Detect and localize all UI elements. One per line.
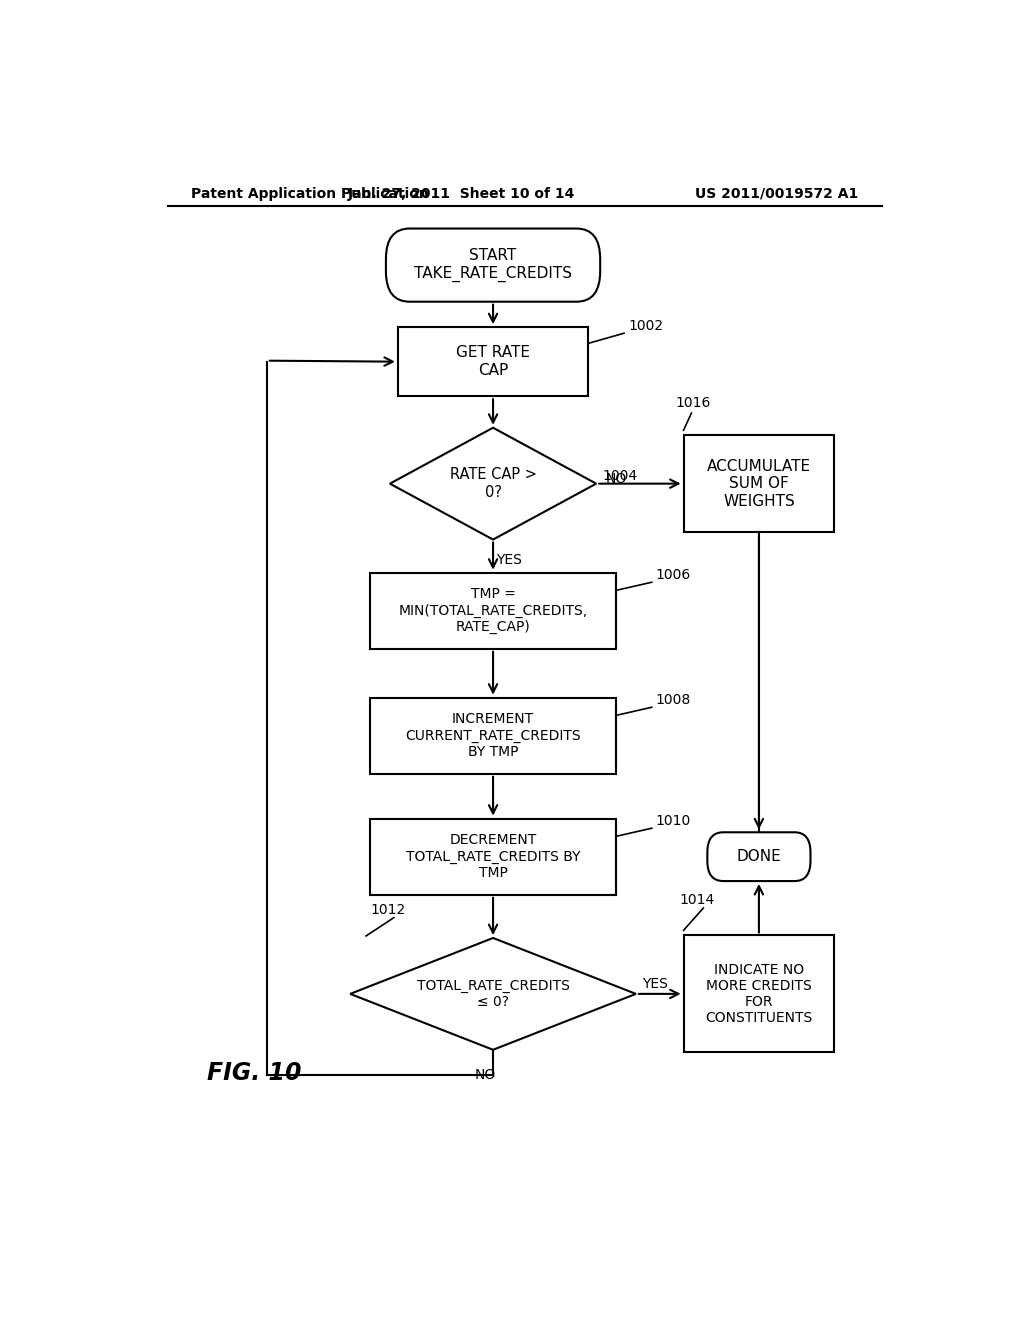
Text: 1014: 1014 (680, 892, 715, 907)
Text: 1002: 1002 (628, 319, 664, 333)
Text: DONE: DONE (736, 849, 781, 865)
Text: 1016: 1016 (676, 396, 711, 411)
Bar (684, 436, 835, 532)
Text: TMP =
MIN(TOTAL_RATE_CREDITS,
RATE_CAP): TMP = MIN(TOTAL_RATE_CREDITS, RATE_CAP) (398, 587, 588, 634)
FancyBboxPatch shape (708, 833, 811, 880)
Bar (397, 327, 588, 396)
Text: YES: YES (642, 977, 668, 991)
Text: DECREMENT
TOTAL_RATE_CREDITS BY
TMP: DECREMENT TOTAL_RATE_CREDITS BY TMP (406, 833, 581, 880)
Text: NO: NO (474, 1068, 496, 1082)
Text: INCREMENT
CURRENT_RATE_CREDITS
BY TMP: INCREMENT CURRENT_RATE_CREDITS BY TMP (406, 713, 581, 759)
Bar (370, 818, 616, 895)
Text: 1012: 1012 (370, 903, 406, 916)
Text: ACCUMULATE
SUM OF
WEIGHTS: ACCUMULATE SUM OF WEIGHTS (707, 459, 811, 508)
Text: INDICATE NO
MORE CREDITS
FOR
CONSTITUENTS: INDICATE NO MORE CREDITS FOR CONSTITUENT… (706, 962, 812, 1026)
Bar (684, 936, 835, 1052)
Text: 1010: 1010 (655, 814, 691, 828)
Text: Jan. 27, 2011  Sheet 10 of 14: Jan. 27, 2011 Sheet 10 of 14 (347, 187, 575, 201)
Text: 1006: 1006 (655, 568, 691, 582)
Text: Patent Application Publication: Patent Application Publication (191, 187, 429, 201)
Polygon shape (390, 428, 596, 540)
Text: 1008: 1008 (655, 693, 691, 708)
Text: GET RATE
CAP: GET RATE CAP (456, 346, 530, 378)
Text: YES: YES (496, 553, 522, 566)
Polygon shape (350, 939, 636, 1049)
Bar (370, 697, 616, 774)
FancyBboxPatch shape (386, 228, 600, 302)
Text: RATE CAP >
0?: RATE CAP > 0? (450, 467, 537, 500)
Text: US 2011/0019572 A1: US 2011/0019572 A1 (695, 187, 858, 201)
Text: TOTAL_RATE_CREDITS
≤ 0?: TOTAL_RATE_CREDITS ≤ 0? (417, 979, 569, 1008)
Text: NO: NO (606, 471, 627, 486)
Text: START
TAKE_RATE_CREDITS: START TAKE_RATE_CREDITS (414, 248, 572, 282)
Bar (370, 573, 616, 649)
Text: FIG. 10: FIG. 10 (207, 1061, 302, 1085)
Text: 1004: 1004 (602, 469, 638, 483)
